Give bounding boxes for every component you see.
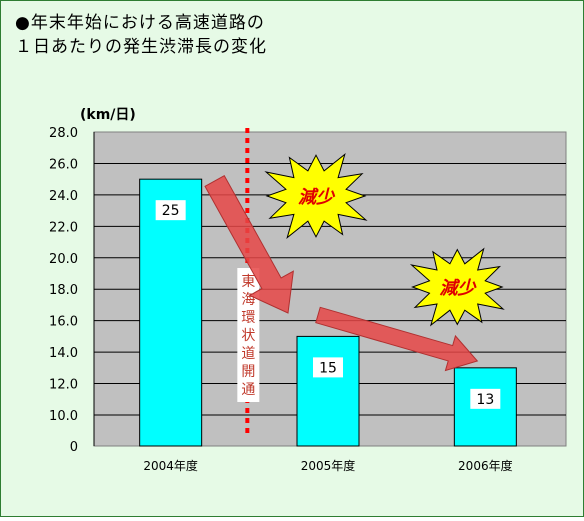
data-label: 15: [319, 360, 337, 376]
y-tick-label: 12.0: [49, 378, 78, 393]
x-tick-label: 2006年度: [458, 458, 513, 473]
y-tick-labels: 0 10.0 12.0 14.0 16.0 18.0 20.0 22.0 24.0 26.0 28.…: [49, 126, 78, 455]
data-label-box: [313, 357, 343, 378]
y-tick-label: 10.0: [49, 409, 78, 424]
bar: [139, 178, 203, 447]
decrease-arrows: [204, 174, 479, 372]
data-label: 13: [476, 392, 494, 408]
y-tick-label: 28.0: [49, 126, 78, 141]
y-tick-label: 14.0: [49, 346, 78, 361]
data-label-box: [470, 388, 501, 409]
y-unit-label: (km/日): [80, 107, 136, 123]
y-tick-label: 0: [70, 440, 78, 455]
title-line-2: １日あたりの発生渋滞長の変化: [15, 37, 267, 57]
y-tick-label: 16.0: [49, 315, 78, 330]
burst-label: 減少: [298, 187, 336, 208]
decrease-burst-2: 減少: [409, 247, 505, 327]
data-label: 25: [162, 203, 180, 219]
burst-shape: [409, 247, 505, 327]
y-tick-label: 26.0: [49, 157, 78, 172]
y-tick-label: 18.0: [49, 283, 78, 298]
y-tick-label: 22.0: [49, 220, 78, 235]
event-marker: 東海環状道開通: [237, 128, 260, 438]
x-tick-labels: 2004年度 2005年度 2006年度: [143, 458, 512, 473]
decrease-arrow-2: [315, 306, 479, 372]
x-tick-label: 2004年度: [143, 458, 198, 473]
event-label: 東海環状道開通: [241, 274, 255, 398]
data-label-box: [155, 200, 186, 221]
event-label-box: [237, 268, 260, 402]
decrease-arrow-1: [204, 174, 294, 314]
bars: 25 15 13: [139, 178, 517, 447]
burst-label: 減少: [439, 278, 477, 299]
title-line-1: ●年末年始における高速道路の: [15, 13, 265, 33]
bar: [296, 335, 360, 447]
chart-title: ●年末年始における高速道路の １日あたりの発生渋滞長の変化: [15, 11, 267, 59]
decrease-burst-1: 減少: [264, 153, 368, 239]
y-tick-label: 24.0: [49, 189, 78, 204]
y-tick-label: 20.0: [49, 252, 78, 267]
x-tick-label: 2005年度: [301, 458, 356, 473]
burst-shape: [264, 153, 368, 239]
